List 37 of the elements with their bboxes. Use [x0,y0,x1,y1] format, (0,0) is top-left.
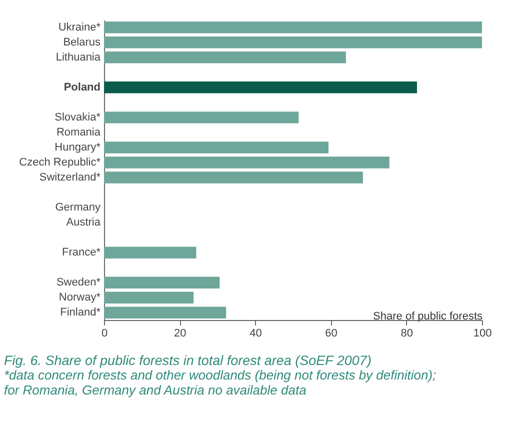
y-tick-label: Poland [64,81,100,94]
bar [104,292,194,304]
bar [104,306,226,318]
bar [104,276,220,288]
bar [104,172,363,184]
x-tick-label: 100 [473,328,492,340]
x-tick-label: 40 [250,328,262,340]
y-tick-label: Lithuania [56,51,102,64]
bar [104,246,196,258]
x-tick-label: 20 [174,328,186,340]
y-tick-label: Czech Republic* [19,156,102,168]
bar [104,36,482,48]
y-tick-label: Ukraine* [58,21,102,34]
y-tick-label: Finland* [60,306,102,319]
y-tick-label: Belarus [63,36,101,48]
y-tick-label: France* [62,246,102,259]
bar [104,142,329,154]
x-axis-title: Share of public forests [373,310,483,322]
y-tick-label: Norway* [58,292,102,304]
bar [104,22,482,34]
bar [104,52,346,64]
y-tick-label: Germany [55,202,101,214]
y-tick-label: Slovakia* [54,111,102,124]
x-tick-label: 80 [400,328,414,340]
x-tick-label: 60 [325,328,338,340]
text: Fig. 6. Share of public forests in total forest area (SoEF 2007) [4,353,372,368]
y-tick-label: Hungary* [54,141,102,154]
y-tick-label: Romania [56,126,102,138]
y-tick-label: Austria [66,216,102,229]
bar [104,156,390,168]
y-tick-label: Sweden* [56,276,102,289]
bar [104,82,417,94]
bar [104,112,299,124]
x-tick-label: 0 [101,328,108,340]
text: for Romania, Germany and Austria no available data [4,382,306,398]
y-tick-label: Switzerland* [39,172,102,184]
text: *data concern forests and other woodlands (being not forests by definition); [4,368,437,382]
